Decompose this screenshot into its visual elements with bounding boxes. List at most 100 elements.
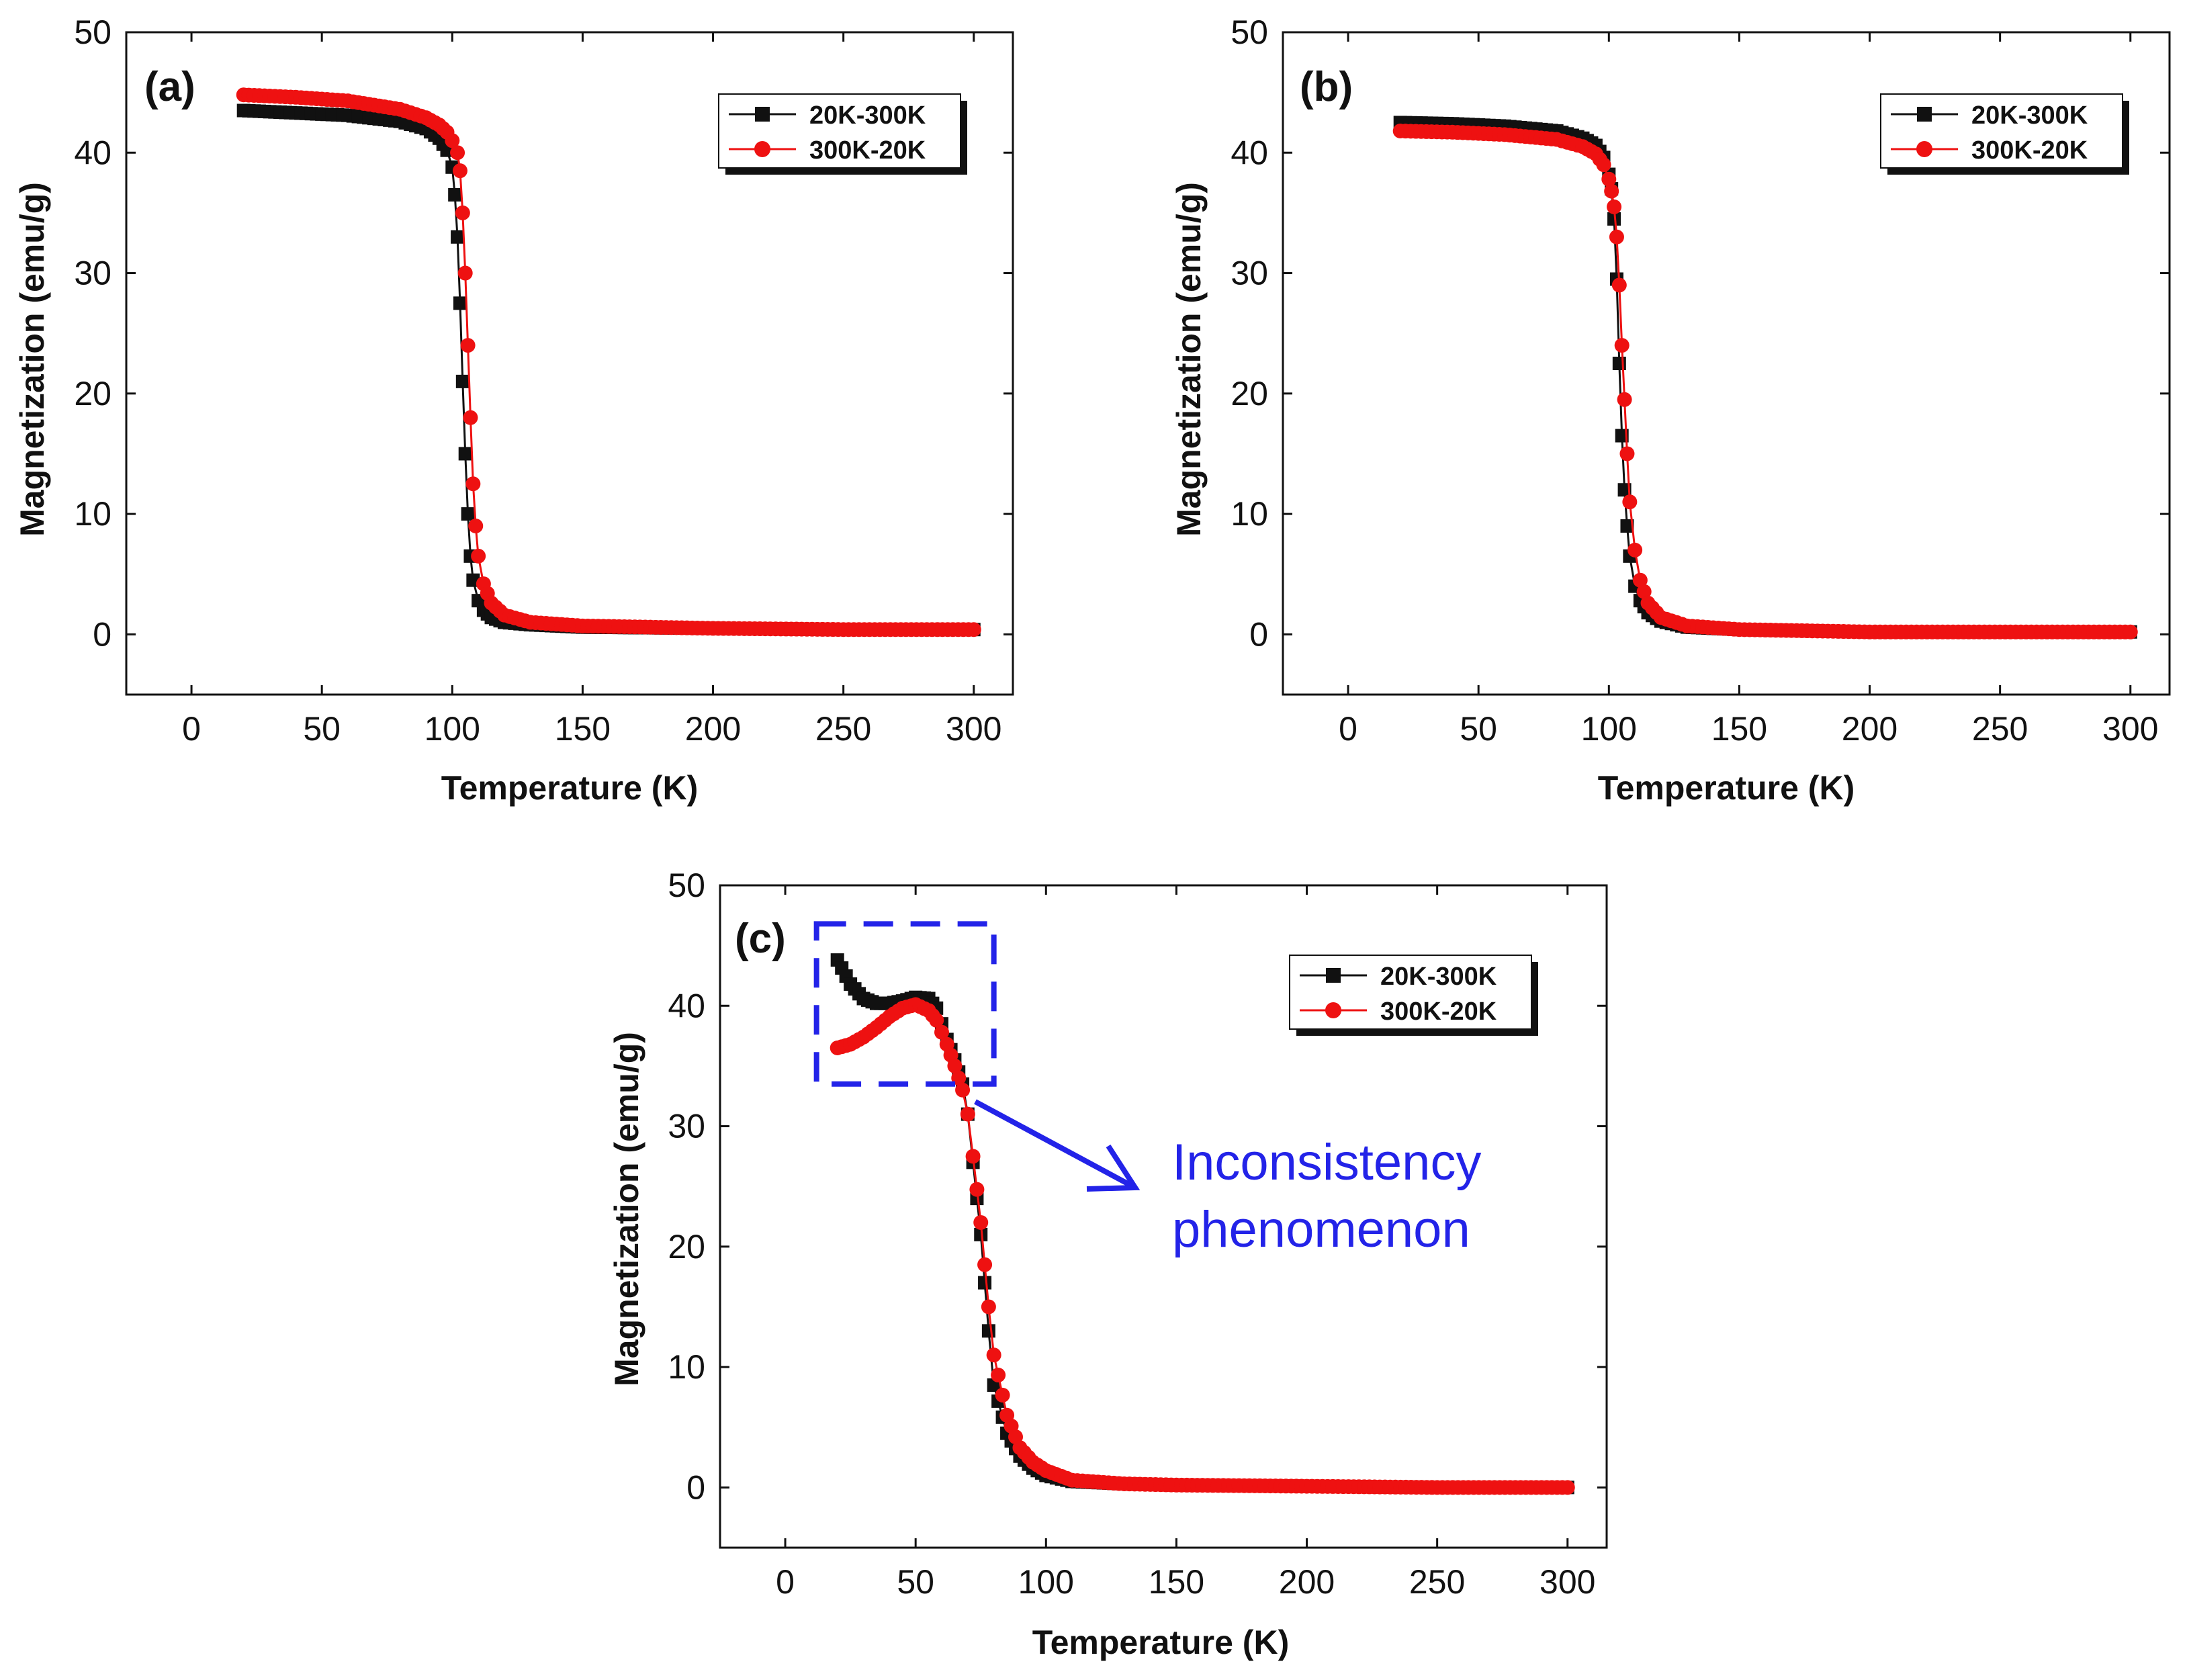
legend-marker-circle: [1916, 141, 1932, 157]
data-point: [1596, 157, 1611, 173]
y-tick-label: 40: [74, 134, 111, 171]
data-point: [973, 1214, 989, 1230]
y-tick-label: 0: [93, 615, 111, 653]
panel-b: Magnetization (emu/g) Temperature (K) (b…: [1170, 13, 2171, 807]
annotation-line-2: phenomenon: [1172, 1201, 1470, 1258]
data-point: [461, 507, 475, 521]
x-tick-label: 150: [1149, 1563, 1204, 1601]
legend-marker-circle: [1325, 1002, 1341, 1018]
y-tick-label: 30: [1231, 255, 1268, 292]
legend-label-series-2: 300K-20K: [1971, 136, 2088, 165]
x-tick-label: 200: [685, 710, 741, 748]
x-tick-label: 300: [1539, 1563, 1595, 1601]
y-tick-label: 50: [1231, 13, 1268, 51]
legend: 20K-300K 300K-20K: [1289, 955, 1538, 1036]
data-point: [960, 1106, 975, 1122]
data-point: [453, 296, 467, 310]
data-point: [450, 145, 465, 161]
x-tick-label: 200: [1842, 710, 1898, 748]
x-tick-label: 50: [1460, 710, 1497, 748]
x-tick-label: 200: [1279, 1563, 1335, 1601]
y-tick-label: 40: [668, 987, 705, 1024]
data-point: [986, 1347, 1001, 1363]
annotation: Inconsistency phenomenon: [813, 921, 1481, 1258]
x-tick-label: 50: [897, 1563, 934, 1601]
ticks-layer: 0 50 100 150 200 250 300 0 10 20 30 40 50: [74, 13, 1013, 748]
data-point: [981, 1299, 996, 1315]
y-axis-title: Magnetization (emu/g): [608, 1032, 645, 1386]
y-tick-label: 0: [1249, 615, 1268, 653]
x-tick-label: 100: [1581, 710, 1637, 748]
data-point: [1636, 584, 1652, 599]
data-point: [966, 622, 981, 637]
data-point: [1611, 277, 1627, 293]
data-point: [2123, 624, 2138, 639]
legend-label-series-1: 20K-300K: [1380, 963, 1497, 991]
data-point: [947, 1058, 963, 1073]
data-point: [995, 1387, 1010, 1403]
y-tick-label: 0: [686, 1468, 705, 1506]
legend-marker-square: [755, 107, 770, 122]
data-point: [1614, 338, 1630, 353]
x-axis-title: Temperature (K): [1032, 1624, 1289, 1661]
data-point: [445, 133, 460, 148]
data-point: [974, 1227, 988, 1241]
y-tick-label: 30: [74, 255, 111, 292]
data-point: [448, 188, 462, 202]
y-tick-label: 50: [668, 867, 705, 904]
data-point: [1617, 392, 1632, 407]
data-point: [991, 1368, 1006, 1383]
panel-label: (b): [1300, 64, 1353, 110]
y-tick-label: 20: [74, 375, 111, 412]
data-point: [1619, 446, 1635, 461]
data-point: [455, 205, 470, 220]
data-point: [965, 1149, 981, 1164]
plot-frame: [125, 31, 1014, 696]
x-tick-label: 0: [182, 710, 201, 748]
data-point: [1604, 183, 1619, 199]
panel-label: (c): [735, 916, 786, 962]
panel-c: Magnetization (emu/g) Temperature (K) (c…: [608, 867, 1608, 1661]
series-layer: [1392, 116, 2138, 639]
data-point: [1622, 494, 1638, 510]
x-tick-label: 250: [815, 710, 871, 748]
legend: 20K-300K 300K-20K: [1880, 93, 2129, 175]
series-layer: [236, 87, 981, 637]
legend-label-series-1: 20K-300K: [809, 101, 926, 130]
y-tick-label: 50: [74, 13, 111, 51]
y-tick-label: 30: [668, 1108, 705, 1145]
data-point: [455, 374, 470, 388]
x-tick-label: 150: [555, 710, 611, 748]
y-tick-label: 10: [74, 495, 111, 533]
legend-label-series-1: 20K-300K: [1971, 101, 2088, 130]
data-point: [451, 230, 465, 244]
series-300K-20K: [1392, 124, 2138, 639]
data-point: [1607, 212, 1621, 226]
data-point: [969, 1182, 985, 1197]
x-tick-label: 300: [2102, 710, 2158, 748]
annotation-arrow-head: [1086, 1144, 1141, 1192]
x-tick-label: 0: [776, 1563, 795, 1601]
legend-marker-square: [1326, 968, 1341, 983]
data-point: [1627, 542, 1643, 558]
x-tick-label: 250: [1972, 710, 2028, 748]
highlight-box: [813, 921, 997, 1087]
data-point: [1620, 519, 1634, 533]
data-point: [1617, 483, 1632, 497]
y-tick-label: 20: [668, 1228, 705, 1266]
x-tick-label: 100: [1018, 1563, 1074, 1601]
data-point: [458, 447, 472, 461]
x-tick-label: 0: [1339, 710, 1357, 748]
annotation-arrow-line: [974, 1099, 1136, 1190]
data-point: [463, 410, 478, 425]
ticks-layer: 0 50 100 150 200 250 300 0 10 20 30 40 50: [668, 867, 1607, 1601]
data-point: [1632, 572, 1648, 588]
data-point: [471, 548, 486, 564]
series-layer: [830, 953, 1575, 1495]
legend-label-series-2: 300K-20K: [1380, 998, 1497, 1026]
data-point: [981, 1324, 995, 1338]
data-point: [934, 1024, 949, 1040]
y-tick-label: 10: [1231, 495, 1268, 533]
